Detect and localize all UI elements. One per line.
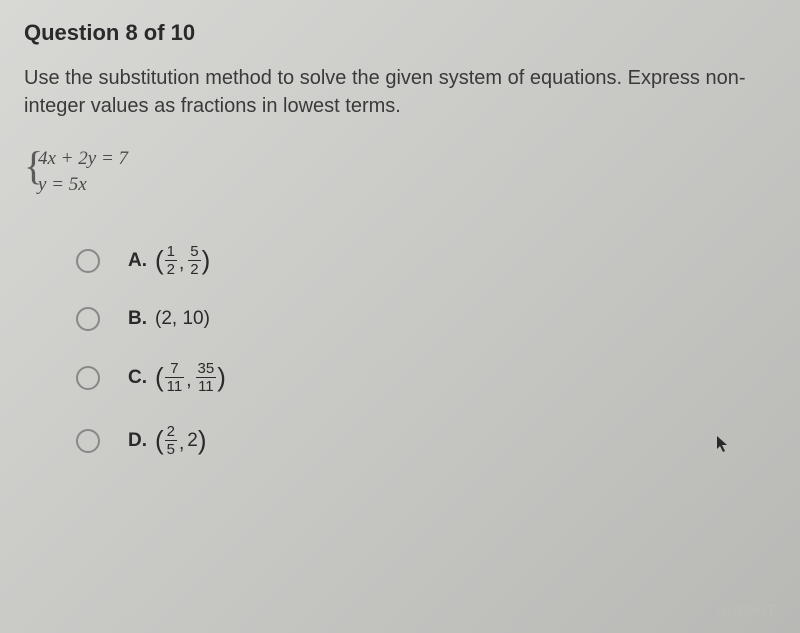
cursor-icon	[716, 435, 730, 458]
fraction-den: 2	[188, 260, 200, 277]
question-prompt: Use the substitution method to solve the…	[24, 64, 776, 120]
option-letter: C.	[128, 367, 147, 389]
option-letter: A.	[128, 250, 147, 272]
fraction-den: 11	[165, 377, 185, 394]
option-content: ( 25 , 2 )	[155, 424, 207, 457]
fraction-num: 5	[188, 244, 200, 260]
option-content: ( 711 , 3511 )	[155, 361, 226, 394]
options-list: A. ( 12 , 52 ) B. (2, 10) C. ( 711 , 351…	[76, 244, 776, 457]
option-content: ( 12 , 52 )	[155, 244, 210, 277]
fraction-den: 5	[165, 440, 177, 457]
fraction-num: 35	[196, 361, 217, 377]
option-letter: B.	[128, 308, 147, 330]
radio-icon[interactable]	[76, 307, 100, 331]
equation-line-2: y = 5x	[38, 174, 776, 196]
brace-icon: {	[24, 146, 43, 186]
radio-icon[interactable]	[76, 249, 100, 273]
option-a[interactable]: A. ( 12 , 52 )	[76, 244, 776, 277]
fraction-num: 1	[165, 244, 177, 260]
option-c[interactable]: C. ( 711 , 3511 )	[76, 361, 776, 394]
radio-icon[interactable]	[76, 429, 100, 453]
option-letter: D.	[128, 430, 147, 452]
option-d[interactable]: D. ( 25 , 2 )	[76, 424, 776, 457]
radio-icon[interactable]	[76, 366, 100, 390]
option-b[interactable]: B. (2, 10)	[76, 307, 776, 331]
fraction-num: 7	[168, 361, 180, 377]
fraction-den: 11	[196, 377, 216, 394]
submit-button[interactable]: SUBMIT	[716, 602, 776, 619]
fraction-num: 2	[165, 424, 177, 440]
equation-system: { 4x + 2y = 7 y = 5x	[24, 148, 776, 196]
equation-line-1: 4x + 2y = 7	[38, 148, 776, 170]
question-header: Question 8 of 10	[24, 20, 776, 46]
option-content: (2, 10)	[155, 308, 210, 330]
integer-value: 2	[187, 430, 198, 452]
fraction-den: 2	[165, 260, 177, 277]
